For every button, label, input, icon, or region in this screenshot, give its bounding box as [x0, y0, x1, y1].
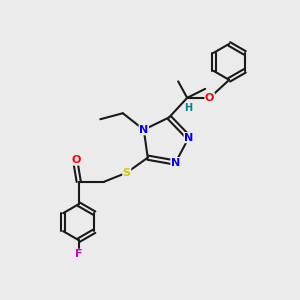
Text: S: S: [123, 168, 131, 178]
Text: N: N: [171, 158, 180, 168]
Text: N: N: [184, 133, 194, 143]
Text: H: H: [184, 103, 193, 113]
Text: O: O: [205, 93, 214, 103]
Text: N: N: [139, 125, 148, 135]
Text: F: F: [75, 249, 82, 259]
Text: O: O: [71, 155, 80, 165]
